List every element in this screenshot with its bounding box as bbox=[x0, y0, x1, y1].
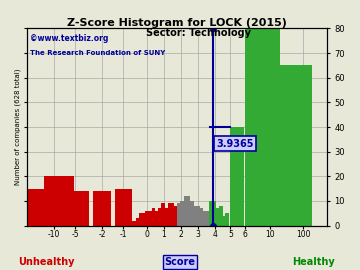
Bar bbox=[171, 204, 174, 226]
Bar bbox=[165, 208, 168, 226]
Bar bbox=[216, 208, 219, 226]
Bar bbox=[200, 208, 203, 226]
Bar bbox=[114, 189, 132, 226]
Bar bbox=[155, 211, 158, 226]
Text: The Research Foundation of SUNY: The Research Foundation of SUNY bbox=[30, 50, 165, 56]
Bar bbox=[245, 28, 280, 226]
Bar bbox=[152, 208, 155, 226]
Bar bbox=[161, 204, 165, 226]
Bar bbox=[44, 176, 74, 226]
Text: Score: Score bbox=[165, 257, 195, 267]
Bar bbox=[168, 204, 171, 226]
Bar bbox=[180, 201, 184, 226]
Bar bbox=[230, 127, 244, 226]
Y-axis label: Number of companies (628 total): Number of companies (628 total) bbox=[15, 69, 22, 185]
Bar bbox=[145, 211, 149, 226]
Bar bbox=[203, 211, 207, 226]
Text: ©www.textbiz.org: ©www.textbiz.org bbox=[30, 34, 108, 43]
Bar bbox=[225, 213, 229, 226]
Bar bbox=[132, 221, 136, 226]
Bar bbox=[206, 211, 210, 226]
Bar bbox=[93, 191, 111, 226]
Bar bbox=[158, 208, 162, 226]
Bar bbox=[135, 218, 139, 226]
Bar bbox=[139, 213, 142, 226]
Bar bbox=[142, 213, 145, 226]
Bar bbox=[187, 196, 190, 226]
Bar bbox=[184, 196, 187, 226]
Bar bbox=[174, 206, 177, 226]
Bar bbox=[219, 206, 222, 226]
Bar bbox=[177, 204, 181, 226]
Bar bbox=[213, 201, 216, 226]
Bar bbox=[23, 189, 53, 226]
Text: Sector: Technology: Sector: Technology bbox=[145, 28, 251, 38]
Bar bbox=[210, 201, 213, 226]
Text: Unhealthy: Unhealthy bbox=[19, 257, 75, 267]
Bar bbox=[222, 216, 226, 226]
Bar bbox=[72, 191, 89, 226]
Title: Z-Score Histogram for LOCK (2015): Z-Score Histogram for LOCK (2015) bbox=[67, 18, 287, 28]
Bar bbox=[197, 206, 200, 226]
Text: 3.9365: 3.9365 bbox=[216, 139, 254, 149]
Bar bbox=[148, 211, 152, 226]
Bar bbox=[190, 201, 194, 226]
Text: Healthy: Healthy bbox=[292, 257, 334, 267]
Bar bbox=[193, 206, 197, 226]
Bar bbox=[277, 65, 312, 226]
